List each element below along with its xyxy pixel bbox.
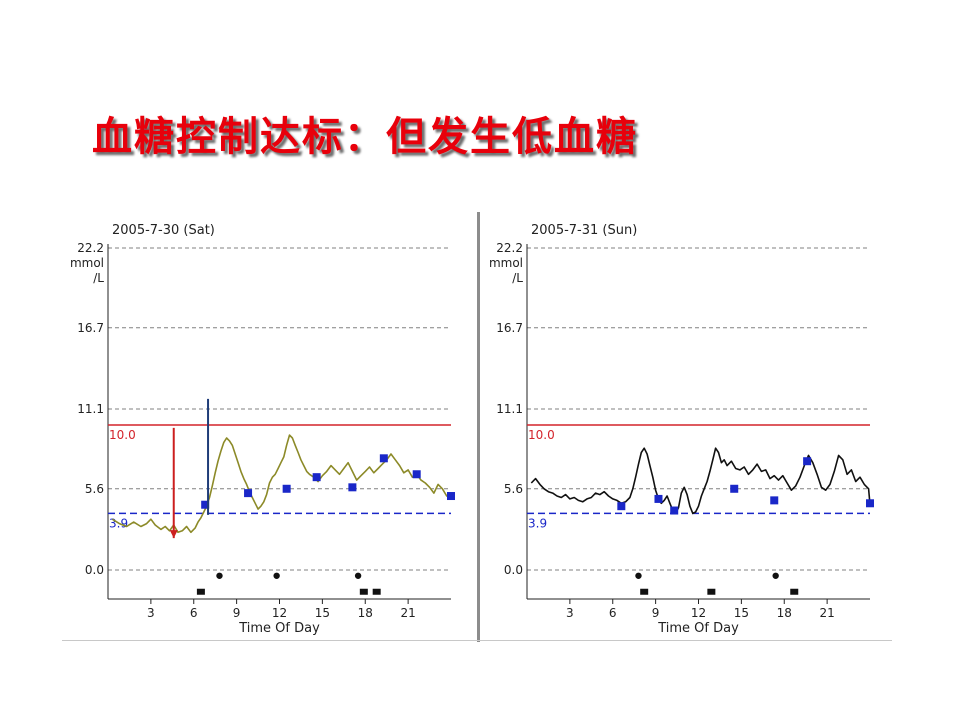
glucose-reading-marker [412,470,421,479]
x-tick-label: 6 [190,606,198,620]
chart-title: 2005-7-30 (Sat) [112,223,215,238]
y-tick-label: 11.1 [77,402,104,416]
y-axis-label-line: mmol [70,256,104,270]
chart-panel-sat: 2005-7-30 (Sat) 22.2 mmol/L 0.0 5.6 11.1 16.7 3… [62,212,467,642]
glucose-series-line [111,434,452,534]
event-square [359,588,368,595]
y-axis-label-line: 22.2 [496,241,523,255]
slide-title: 血糖控制达标：但发生低血糖 [92,113,638,160]
x-tick-label: 15 [734,606,749,620]
glucose-reading-marker [617,502,626,511]
event-square [707,588,716,595]
glucose-reading-marker [670,506,679,515]
glucose-reading-marker [654,494,663,503]
event-square [372,588,381,595]
glucose-series-line [530,447,871,515]
lower-limit-label: 3.9 [528,516,547,530]
y-tick-label: 0.0 [504,563,523,577]
glucose-reading-marker [803,457,812,466]
glucose-reading-marker [866,499,874,508]
y-axis-label-line: mmol [489,256,523,270]
slide-baseline [62,640,892,641]
y-axis-label-line: 22.2 [77,241,104,255]
y-tick-label: 5.6 [85,482,104,496]
glucose-reading-marker [770,496,779,505]
event-dot [273,572,280,579]
glucose-reading-marker [312,473,321,482]
arrow-down-head [169,530,178,539]
panel-divider [477,212,480,642]
x-tick-label: 21 [400,606,415,620]
x-tick-label: 18 [358,606,373,620]
upper-limit-label: 10.0 [528,428,555,442]
x-tick-label: 18 [777,606,792,620]
y-tick-label: 16.7 [496,321,523,335]
glucose-reading-marker [447,492,455,501]
x-tick-label: 6 [609,606,617,620]
y-tick-label: 11.1 [496,402,523,416]
x-axis-title: Time Of Day [657,621,739,636]
glucose-reading-marker [348,483,357,492]
glucose-reading-marker [282,484,291,493]
x-tick-label: 21 [819,606,834,620]
event-square [196,588,205,595]
y-tick-label: 0.0 [85,563,104,577]
glucose-reading-marker [730,484,739,493]
x-tick-label: 9 [233,606,241,620]
x-tick-label: 3 [147,606,155,620]
x-axis-title: Time Of Day [238,621,320,636]
event-dot [354,572,362,579]
glucose-reading-marker [201,500,210,509]
event-dot [216,572,223,579]
chart-panel-sun: 2005-7-31 (Sun) 22.2 mmol/L 0.0 5.6 11.1 16.7 3… [481,212,886,642]
event-square [790,588,799,595]
event-square [640,588,649,595]
y-axis-label-line: /L [93,271,104,285]
glucose-reading-marker [244,489,253,498]
y-axis-label-line: /L [512,271,523,285]
x-tick-label: 12 [691,606,706,620]
y-tick-label: 16.7 [77,321,104,335]
x-tick-label: 15 [315,606,330,620]
chart-title: 2005-7-31 (Sun) [531,223,637,238]
glucose-reading-marker [379,454,388,463]
x-tick-label: 3 [566,606,574,620]
x-tick-label: 12 [272,606,287,620]
event-dot [772,572,779,579]
event-dot [635,572,642,579]
y-tick-label: 5.6 [504,482,523,496]
upper-limit-label: 10.0 [109,428,136,442]
x-tick-label: 9 [652,606,660,620]
